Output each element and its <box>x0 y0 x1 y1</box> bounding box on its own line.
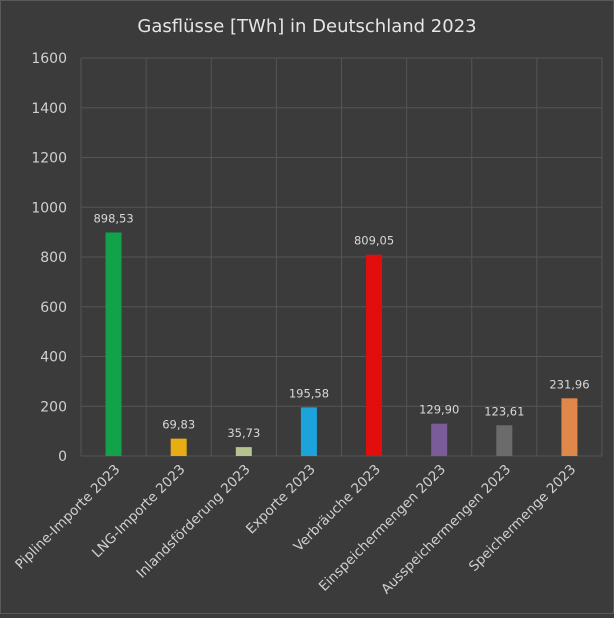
data-label: 195,58 <box>289 386 329 400</box>
x-tick-label: Einspeichermengen 2023 <box>316 462 449 595</box>
x-tick-label: Ausspeichermengen 2023 <box>378 462 514 598</box>
bar <box>170 438 187 456</box>
bar <box>366 254 383 456</box>
gridlines <box>80 57 603 457</box>
data-label: 69,83 <box>162 418 195 432</box>
y-tick-label: 1600 <box>31 51 67 67</box>
bar <box>431 423 448 456</box>
data-label: 123,61 <box>484 404 524 418</box>
x-tick-label: Inlandsförderung 2023 <box>134 462 254 582</box>
data-labels: 898,53 69,83 35,73 195,58 809,05 129,90 123,61… <box>93 211 589 440</box>
y-tick-label: 400 <box>40 350 67 366</box>
y-tick-label: 1200 <box>31 151 67 167</box>
y-tick-label: 600 <box>40 300 67 316</box>
y-tick-label: 200 <box>40 399 67 415</box>
y-axis-ticks: 0 200 400 600 800 1000 1200 1400 1600 <box>31 51 67 465</box>
data-label: 129,90 <box>419 403 459 417</box>
bar <box>496 425 513 456</box>
x-tick-label: Pipline-Importe 2023 <box>12 462 123 573</box>
y-tick-label: 1400 <box>31 101 67 117</box>
y-tick-label: 800 <box>40 250 67 266</box>
bar <box>300 407 317 456</box>
bar <box>235 447 252 456</box>
data-label: 898,53 <box>93 211 133 225</box>
bars <box>105 232 578 456</box>
bar <box>105 232 122 456</box>
bar <box>561 398 578 456</box>
data-label: 231,96 <box>549 377 589 391</box>
y-tick-label: 0 <box>58 449 67 465</box>
y-tick-label: 1000 <box>31 200 67 216</box>
data-label: 35,73 <box>227 426 260 440</box>
data-label: 809,05 <box>354 234 394 248</box>
x-tick-label: Speichermenge 2023 <box>466 462 579 575</box>
chart-title: Gasflüsse [TWh] in Deutschland 2023 <box>137 16 476 37</box>
